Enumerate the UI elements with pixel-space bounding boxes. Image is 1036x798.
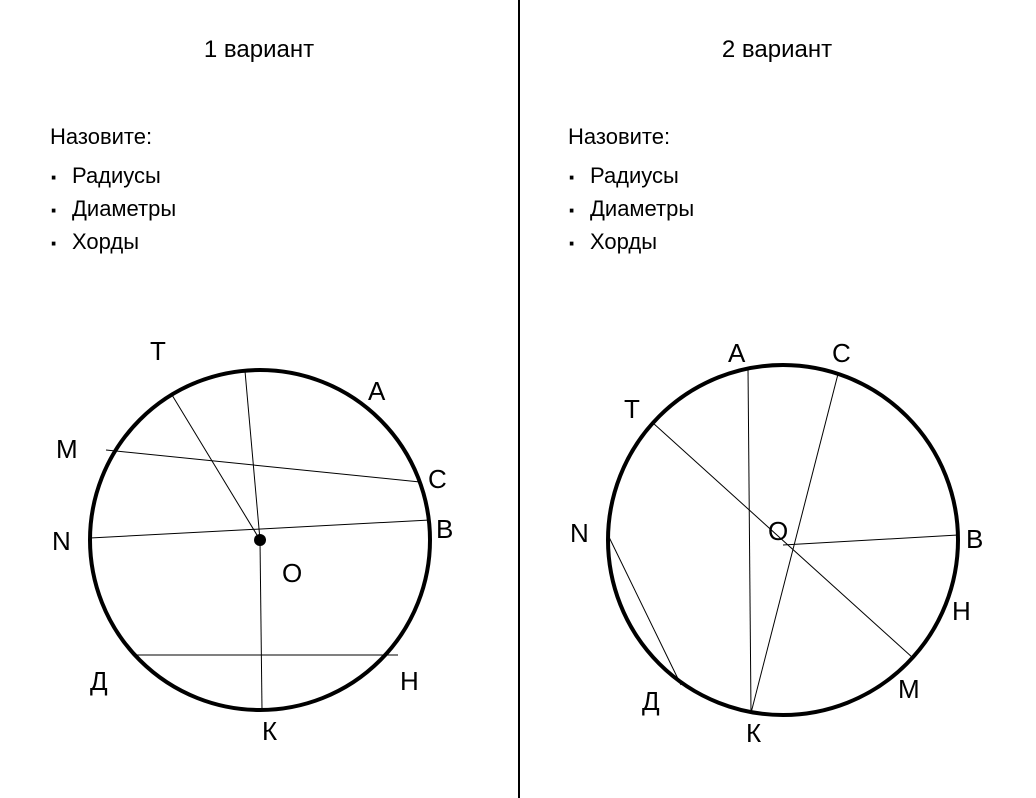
line-OK-upper	[245, 371, 260, 540]
center-dot	[254, 534, 266, 546]
variant-1-title: 1 вариант	[0, 36, 518, 64]
variant-1-prompt: Назовите: Радиусы Диаметры Хорды	[50, 120, 176, 258]
prompt-item: Радиусы	[568, 159, 694, 192]
point-label-К: К	[746, 718, 761, 748]
point-label-N: N	[570, 518, 589, 548]
prompt-title: Назовите:	[50, 120, 176, 153]
variant-2-title: 2 вариант	[518, 36, 1036, 64]
line-CK	[751, 374, 838, 713]
point-label-А: А	[728, 338, 746, 368]
line-OT	[172, 395, 260, 540]
point-label-В: В	[966, 524, 983, 554]
line-OK-lower	[260, 540, 262, 710]
point-label-К: К	[262, 716, 277, 746]
center-label: О	[768, 516, 788, 546]
prompt-item: Хорды	[50, 225, 176, 258]
prompt-item: Диаметры	[568, 192, 694, 225]
page: 1 вариант Назовите: Радиусы Диаметры Хор…	[0, 0, 1036, 798]
variant-2-svg: О Т А С N В Н М К Д	[568, 310, 988, 770]
prompt-item: Радиусы	[50, 159, 176, 192]
point-label-Н: Н	[400, 666, 419, 696]
point-label-Т: Т	[624, 394, 640, 424]
point-label-Д: Д	[642, 686, 660, 716]
prompt-list: Радиусы Диаметры Хорды	[568, 159, 694, 258]
point-label-В: В	[436, 514, 453, 544]
variant-1-svg: О Т А М С N В Д Н К	[50, 310, 470, 770]
line-AK	[748, 367, 751, 713]
center-label: О	[282, 558, 302, 588]
prompt-item: Хорды	[568, 225, 694, 258]
point-label-N: N	[52, 526, 71, 556]
line-MC	[106, 450, 420, 482]
variant-2-diagram: О Т А С N В Н М К Д	[568, 310, 988, 770]
prompt-list: Радиусы Диаметры Хорды	[50, 159, 176, 258]
point-label-М: М	[898, 674, 920, 704]
point-label-М: М	[56, 434, 78, 464]
prompt-title: Назовите:	[568, 120, 694, 153]
point-label-Д: Д	[90, 666, 108, 696]
prompt-item: Диаметры	[50, 192, 176, 225]
point-label-С: С	[832, 338, 851, 368]
point-label-С: С	[428, 464, 447, 494]
line-ND	[608, 535, 681, 685]
point-label-Т: Т	[150, 336, 166, 366]
variant-1: 1 вариант Назовите: Радиусы Диаметры Хор…	[0, 0, 518, 798]
point-label-А: А	[368, 376, 386, 406]
line-OB	[783, 535, 958, 545]
variant-1-diagram: О Т А М С N В Д Н К	[50, 310, 470, 770]
variant-2-prompt: Назовите: Радиусы Диаметры Хорды	[568, 120, 694, 258]
variant-2: 2 вариант Назовите: Радиусы Диаметры Хор…	[518, 0, 1036, 798]
point-label-Н: Н	[952, 596, 971, 626]
